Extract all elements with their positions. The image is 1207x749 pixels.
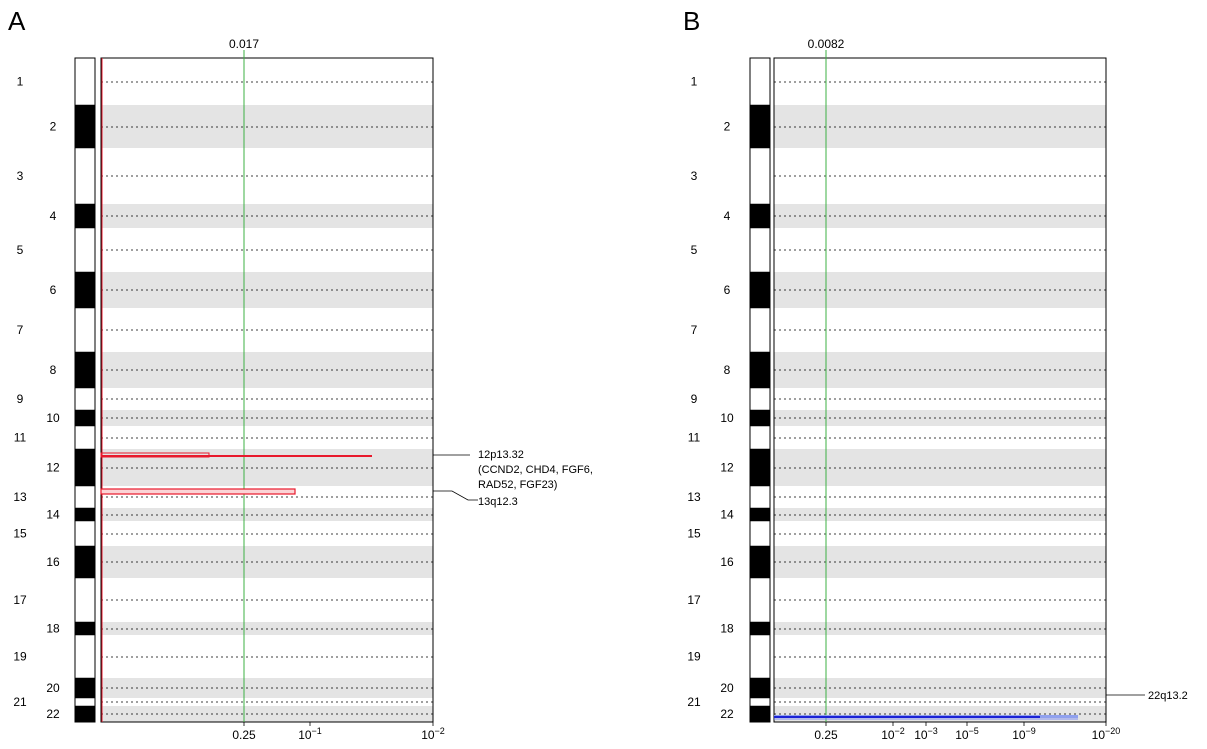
- chromosome-label: 15: [13, 527, 27, 541]
- x-tick-label: 0.25: [232, 728, 256, 742]
- ideogram-band: [75, 410, 95, 426]
- ideogram-band: [75, 706, 95, 722]
- chromosome-label: 7: [691, 323, 698, 337]
- chromosome-label: 18: [720, 622, 734, 636]
- chromosome-label: 8: [50, 363, 57, 377]
- chromosome-label: 16: [46, 555, 60, 569]
- x-tick-label: 10−3: [914, 726, 938, 742]
- peak-genes: (CCND2, CHD4, FGF6,: [478, 464, 593, 476]
- peak-bar-13: [100, 488, 296, 495]
- chromosome-label: 20: [720, 681, 734, 695]
- chromosome-label: 4: [50, 209, 57, 223]
- ideogram-band: [750, 546, 770, 578]
- ideogram-band: [75, 678, 95, 698]
- chromosome-band: [774, 508, 1106, 521]
- x-tick-label: 10−2: [881, 726, 905, 742]
- callout-line: [433, 490, 478, 501]
- chromosome-band: [774, 622, 1106, 635]
- plot-frame: [100, 57, 434, 723]
- panel-label: B: [683, 6, 700, 36]
- chromosome-label: 1: [17, 75, 24, 89]
- chromosome-label: 13: [687, 490, 701, 504]
- ideogram-band: [75, 352, 95, 388]
- chromosome-label: 20: [46, 681, 60, 695]
- threshold-label: 0.0082: [808, 37, 845, 51]
- chromosome-label: 18: [46, 622, 60, 636]
- x-tick-label: 10−2: [421, 726, 445, 742]
- chromosome-band: [101, 449, 433, 486]
- ideogram-band: [750, 272, 770, 308]
- ideogram-band: [75, 622, 95, 635]
- x-tick-label: 10−9: [1012, 726, 1036, 742]
- chromosome-label: 14: [720, 508, 734, 522]
- chromosome-label: 1: [691, 75, 698, 89]
- chromosome-band: [101, 508, 433, 521]
- chromosome-label: 10: [720, 411, 734, 425]
- chromosome-band: [774, 105, 1106, 148]
- chromosome-label: 22: [720, 707, 734, 721]
- chromosome-label: 6: [50, 283, 57, 297]
- ideogram-band: [75, 508, 95, 521]
- chromosome-label: 3: [691, 169, 698, 183]
- plot-frame: [773, 57, 1107, 723]
- chromosome-label: 7: [17, 323, 24, 337]
- ideogram-band: [75, 449, 95, 486]
- chromosome-label: 5: [691, 243, 698, 257]
- chromosome-label: 16: [720, 555, 734, 569]
- chromosome-label: 9: [691, 392, 698, 406]
- chromosome-label: 2: [50, 120, 57, 134]
- chromosome-band: [774, 449, 1106, 486]
- chromosome-label: 21: [687, 695, 701, 709]
- peak-label: 22q13.2: [1148, 690, 1188, 702]
- chromosome-band: [101, 622, 433, 635]
- ideogram-band: [750, 105, 770, 148]
- chromosome-label: 14: [46, 508, 60, 522]
- ideogram-band: [75, 272, 95, 308]
- chromosome-label: 9: [17, 392, 24, 406]
- chromosome-label: 12: [720, 461, 734, 475]
- chromosome-label: 6: [724, 283, 731, 297]
- peak-genes: RAD52, FGF23): [478, 479, 557, 491]
- panel-b: B123456789101112131415161718192021220.00…: [683, 6, 1188, 742]
- chromosome-label: 11: [688, 431, 701, 445]
- chromosome-label: 13: [13, 490, 27, 504]
- chromosome-label: 11: [14, 431, 27, 445]
- ideogram-band: [75, 105, 95, 148]
- x-tick-label: 10−1: [298, 726, 322, 742]
- ideogram-band: [75, 204, 95, 228]
- ideogram-band: [750, 706, 770, 722]
- chromosome-label: 4: [724, 209, 731, 223]
- ideogram-band: [750, 622, 770, 635]
- chromosome-label: 12: [46, 461, 60, 475]
- chromosome-label: 3: [17, 169, 24, 183]
- chromosome-label: 15: [687, 527, 701, 541]
- panel-a: A123456789101112131415161718192021220.01…: [8, 6, 593, 742]
- peak-label: 13q12.3: [478, 496, 518, 508]
- threshold-label: 0.017: [229, 37, 259, 51]
- chromosome-label: 19: [13, 650, 27, 664]
- ideogram-band: [750, 678, 770, 698]
- ideogram-band: [750, 508, 770, 521]
- ideogram-band: [750, 449, 770, 486]
- x-tick-label: 0.25: [814, 728, 838, 742]
- ideogram-band: [750, 410, 770, 426]
- chromosome-label: 21: [13, 695, 27, 709]
- chromosome-label: 22: [46, 707, 60, 721]
- x-tick-label: 10−5: [955, 726, 979, 742]
- chromosome-band: [101, 105, 433, 148]
- chromosome-label: 10: [46, 411, 60, 425]
- x-tick-label: 10−20: [1092, 726, 1121, 742]
- panel-label: A: [8, 6, 26, 36]
- chromosome-label: 17: [13, 593, 27, 607]
- chromosome-label: 5: [17, 243, 24, 257]
- ideogram-band: [750, 352, 770, 388]
- chromosome-label: 2: [724, 120, 731, 134]
- ideogram-band: [750, 204, 770, 228]
- peak-label: 12p13.32: [478, 449, 524, 461]
- chromosome-label: 8: [724, 363, 731, 377]
- chromosome-label: 19: [687, 650, 701, 664]
- chromosome-label: 17: [687, 593, 701, 607]
- ideogram-band: [75, 546, 95, 578]
